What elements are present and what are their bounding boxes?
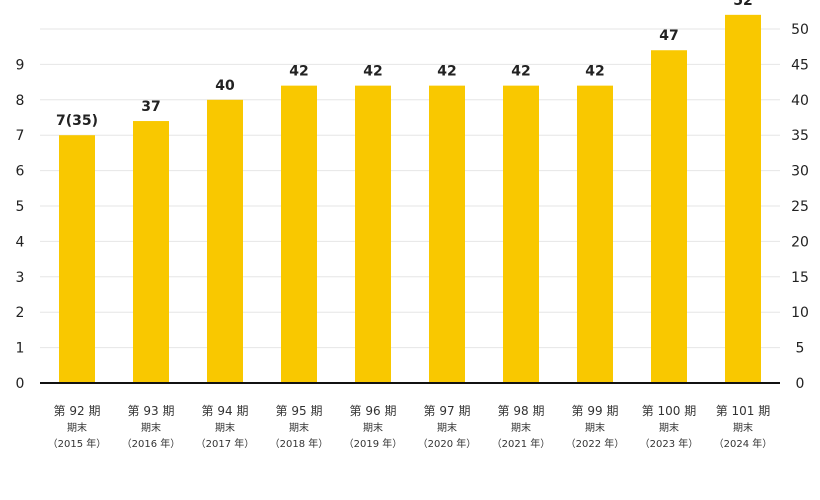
category-label: 第 93 期 xyxy=(128,404,175,418)
category-sublabel: 期末 xyxy=(733,421,753,434)
category-year-label: （2018 年） xyxy=(270,437,329,450)
left-tick-label: 1 xyxy=(16,341,25,357)
right-tick-label: 50 xyxy=(791,22,809,38)
category-sublabel: 期末 xyxy=(511,421,531,434)
data-label: 42 xyxy=(585,64,604,80)
category-label: 第 99 期 xyxy=(572,404,619,418)
data-label: 42 xyxy=(363,64,382,80)
category-year-label: （2024 年） xyxy=(714,437,773,450)
left-tick-label: 9 xyxy=(16,57,25,73)
right-tick-label: 25 xyxy=(791,199,809,215)
right-tick-label: 40 xyxy=(791,93,809,109)
category-label: 第 96 期 xyxy=(350,404,397,418)
category-sublabel: 期末 xyxy=(289,421,309,434)
left-tick-label: 5 xyxy=(16,199,25,215)
bar xyxy=(133,121,169,383)
data-label: 7(35) xyxy=(56,113,98,129)
category-sublabel: 期末 xyxy=(215,421,235,434)
bar xyxy=(207,99,243,384)
data-label: 42 xyxy=(511,64,530,80)
bar xyxy=(59,135,95,383)
category-year-label: （2017 年） xyxy=(196,437,255,450)
right-tick-label: 15 xyxy=(791,270,809,286)
category-sublabel: 期末 xyxy=(141,421,161,434)
data-label: 40 xyxy=(215,78,235,94)
bar xyxy=(281,85,317,383)
bar xyxy=(503,85,539,383)
category-sublabel: 期末 xyxy=(437,421,457,434)
category-year-label: （2016 年） xyxy=(122,437,181,450)
category-year-label: （2022 年） xyxy=(566,437,625,450)
category-label: 第 92 期 xyxy=(54,404,101,418)
right-axis-ticks: 0 5 10 15 20 25 30 35 40 45 50 xyxy=(791,22,809,392)
bar xyxy=(577,85,613,383)
category-sublabel: 期末 xyxy=(67,421,87,434)
data-label: 37 xyxy=(141,99,160,115)
left-tick-label: 0 xyxy=(16,376,25,392)
data-labels: 7(35) 37 40 42 42 42 42 42 47 52 xyxy=(56,0,753,129)
category-year-label: （2021 年） xyxy=(492,437,551,450)
bar xyxy=(651,50,687,384)
category-label: 第 98 期 xyxy=(498,404,545,418)
category-labels: 第 92 期期末（2015 年）第 93 期期末（2016 年）第 94 期期末… xyxy=(48,404,773,450)
left-axis-ticks: 0 1 2 3 4 5 6 7 8 9 xyxy=(16,57,25,392)
right-tick-label: 5 xyxy=(796,341,805,357)
category-sublabel: 期末 xyxy=(363,421,383,434)
right-tick-label: 30 xyxy=(791,164,809,180)
category-label: 第 100 期 xyxy=(642,404,697,418)
category-year-label: （2020 年） xyxy=(418,437,477,450)
bar xyxy=(355,85,391,383)
left-tick-label: 7 xyxy=(16,128,25,144)
left-tick-label: 4 xyxy=(16,234,25,250)
category-sublabel: 期末 xyxy=(585,421,605,434)
left-tick-label: 6 xyxy=(16,164,25,180)
data-label: 42 xyxy=(289,64,308,80)
bars xyxy=(59,14,761,384)
left-tick-label: 2 xyxy=(16,305,25,321)
bar xyxy=(429,85,465,383)
category-year-label: （2019 年） xyxy=(344,437,403,450)
right-tick-label: 35 xyxy=(791,128,809,144)
category-label: 第 97 期 xyxy=(424,404,471,418)
category-sublabel: 期末 xyxy=(659,421,679,434)
category-label: 第 94 期 xyxy=(202,404,249,418)
right-tick-label: 10 xyxy=(791,305,809,321)
left-tick-label: 3 xyxy=(16,270,25,286)
category-label: 第 95 期 xyxy=(276,404,323,418)
category-year-label: （2023 年） xyxy=(640,437,699,450)
right-tick-label: 0 xyxy=(796,376,805,392)
right-tick-label: 20 xyxy=(791,234,809,250)
data-label: 42 xyxy=(437,64,456,80)
right-tick-label: 45 xyxy=(791,57,809,73)
bar xyxy=(725,14,761,384)
left-tick-label: 8 xyxy=(16,93,25,109)
category-year-label: （2015 年） xyxy=(48,437,107,450)
data-label: 47 xyxy=(659,28,678,44)
category-label: 第 101 期 xyxy=(716,404,771,418)
data-label: 52 xyxy=(733,0,752,9)
